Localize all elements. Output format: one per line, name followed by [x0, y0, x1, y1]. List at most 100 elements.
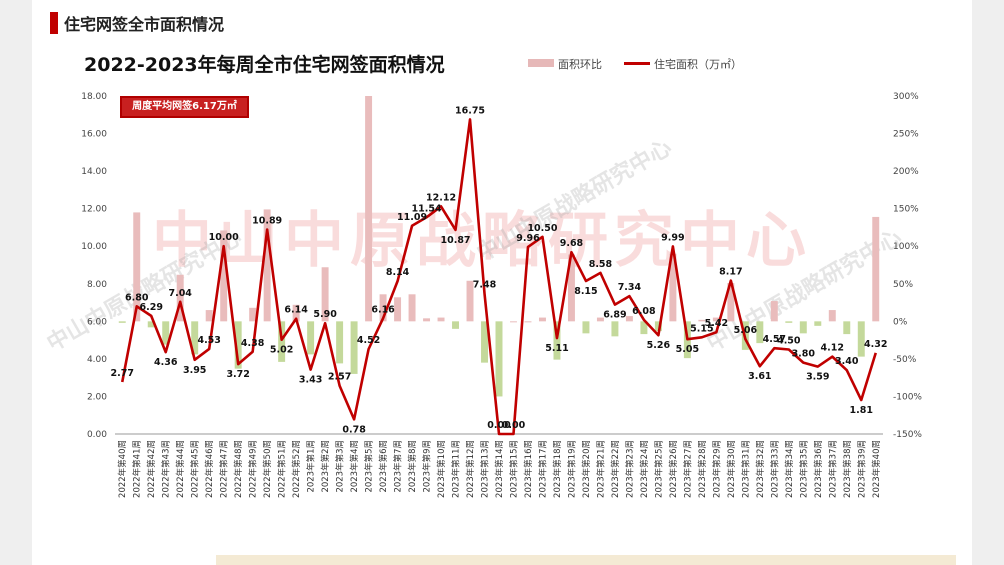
- data-label: 5.26: [647, 340, 671, 351]
- bar-mom: [162, 321, 170, 345]
- x-tick-label: 2023年第4周: [349, 440, 360, 493]
- data-label: 9.99: [661, 232, 684, 243]
- x-tick-label: 2023年第38周: [842, 440, 853, 498]
- data-label: 3.72: [226, 369, 249, 380]
- x-tick-label: 2023年第37周: [827, 440, 838, 498]
- x-tick-label: 2023年第14周: [494, 440, 505, 498]
- bar-mom: [510, 321, 517, 323]
- x-tick-label: 2023年第2周: [320, 440, 331, 493]
- y-right-tick-label: 300%: [893, 92, 919, 102]
- data-label: 8.14: [386, 267, 410, 278]
- y-right-tick-label: -100%: [893, 392, 922, 402]
- header-accent-bar: [50, 12, 58, 34]
- x-tick-label: 2022年第49周: [248, 440, 259, 498]
- bar-mom: [452, 321, 460, 329]
- x-tick-label: 2023年第25周: [653, 440, 664, 498]
- data-label: 11.09: [397, 212, 427, 223]
- bar-mom: [394, 297, 402, 322]
- x-tick-label: 2023年第18周: [552, 440, 563, 498]
- section-title: 住宅网签全市面积情况: [64, 15, 225, 34]
- data-label: 6.16: [371, 304, 395, 315]
- data-label: 9.68: [560, 238, 584, 249]
- x-tick-label: 2023年第17周: [537, 440, 548, 498]
- data-label: 7.34: [618, 282, 642, 293]
- data-label: 0.78: [342, 424, 366, 435]
- y-left-tick-label: 18.00: [81, 92, 107, 102]
- x-tick-label: 2023年第9周: [422, 440, 433, 493]
- y-right-tick-label: 100%: [893, 242, 919, 252]
- data-label: 5.11: [545, 343, 568, 354]
- bar-mom: [785, 321, 793, 323]
- x-tick-label: 2022年第52周: [291, 440, 302, 498]
- x-tick-label: 2023年第33周: [769, 440, 780, 498]
- data-label: 5.90: [313, 309, 337, 320]
- chart-title: 2022-2023年每周全市住宅网签面积情况: [84, 54, 445, 76]
- data-label: 2.57: [328, 372, 351, 383]
- y-right-tick-label: 0%: [893, 317, 908, 327]
- x-tick-label: 2023年第12周: [465, 440, 476, 498]
- bar-mom: [843, 321, 851, 335]
- bar-mom: [814, 321, 822, 326]
- bar-mom: [437, 317, 445, 322]
- bar-mom: [495, 321, 503, 397]
- data-label: 4.32: [864, 339, 887, 350]
- data-label: 4.12: [821, 343, 844, 354]
- bar-mom: [828, 310, 836, 322]
- y-left-tick-label: 10.00: [81, 242, 107, 252]
- x-tick-label: 2023年第23周: [624, 440, 635, 498]
- bar-mom: [567, 254, 575, 322]
- bar-mom: [118, 321, 126, 323]
- bar-mom: [466, 280, 474, 322]
- x-tick-label: 2023年第15周: [508, 440, 519, 498]
- y-right-tick-label: 50%: [893, 280, 913, 290]
- x-tick-label: 2023年第32周: [755, 440, 766, 498]
- bar-mom: [191, 321, 199, 355]
- x-tick-label: 2023年第26周: [668, 440, 679, 498]
- data-label: 1.81: [850, 405, 873, 416]
- y-right-tick-label: -150%: [893, 430, 922, 440]
- bar-mom: [625, 316, 633, 322]
- bar-mom: [205, 310, 213, 322]
- x-tick-label: 2022年第41周: [132, 440, 143, 498]
- y-left-tick-label: 16.00: [81, 130, 107, 140]
- y-left-tick-label: 8.00: [87, 280, 107, 290]
- data-label: 3.43: [299, 375, 322, 386]
- data-label: 8.17: [719, 267, 742, 278]
- x-tick-label: 2023年第7周: [393, 440, 404, 493]
- bar-mom: [249, 307, 257, 322]
- x-tick-label: 2023年第22周: [610, 440, 621, 498]
- data-label: 3.61: [748, 371, 771, 382]
- bar-mom: [698, 319, 706, 322]
- data-label: 10.89: [252, 216, 282, 227]
- data-label: 4.36: [154, 357, 178, 368]
- data-label: 11.54: [412, 203, 442, 214]
- x-tick-label: 2022年第51周: [277, 440, 288, 498]
- x-tick-label: 2023年第3周: [335, 440, 346, 493]
- x-tick-label: 2023年第28周: [697, 440, 708, 498]
- data-label: 6.08: [632, 306, 656, 317]
- bar-mom: [292, 304, 300, 322]
- bar-mom: [133, 212, 141, 322]
- data-label: 4.52: [357, 335, 380, 346]
- y-left-tick-label: 6.00: [87, 317, 107, 327]
- bar-mom: [321, 267, 329, 322]
- bar-mom: [756, 321, 764, 344]
- bottom-decor-strip: [216, 555, 956, 565]
- bar-mom: [553, 321, 561, 360]
- bar-mom: [408, 294, 416, 322]
- x-tick-label: 2023年第27周: [682, 440, 693, 498]
- bar-mom: [799, 321, 807, 334]
- bar-mom: [669, 253, 677, 322]
- y-right-tick-label: 200%: [893, 167, 919, 177]
- y-left-tick-label: 0.00: [87, 430, 107, 440]
- data-label: 3.95: [183, 365, 206, 376]
- bar-mom: [857, 321, 865, 357]
- data-label: 8.58: [589, 259, 613, 270]
- data-label: 9.96: [516, 233, 540, 244]
- data-label: 6.14: [284, 305, 308, 316]
- data-label: 0.00: [502, 420, 526, 431]
- data-label: 0.00: [487, 420, 511, 431]
- x-tick-label: 2023年第24周: [639, 440, 650, 498]
- data-label: 3.59: [806, 372, 829, 383]
- x-tick-label: 2022年第46周: [204, 440, 215, 498]
